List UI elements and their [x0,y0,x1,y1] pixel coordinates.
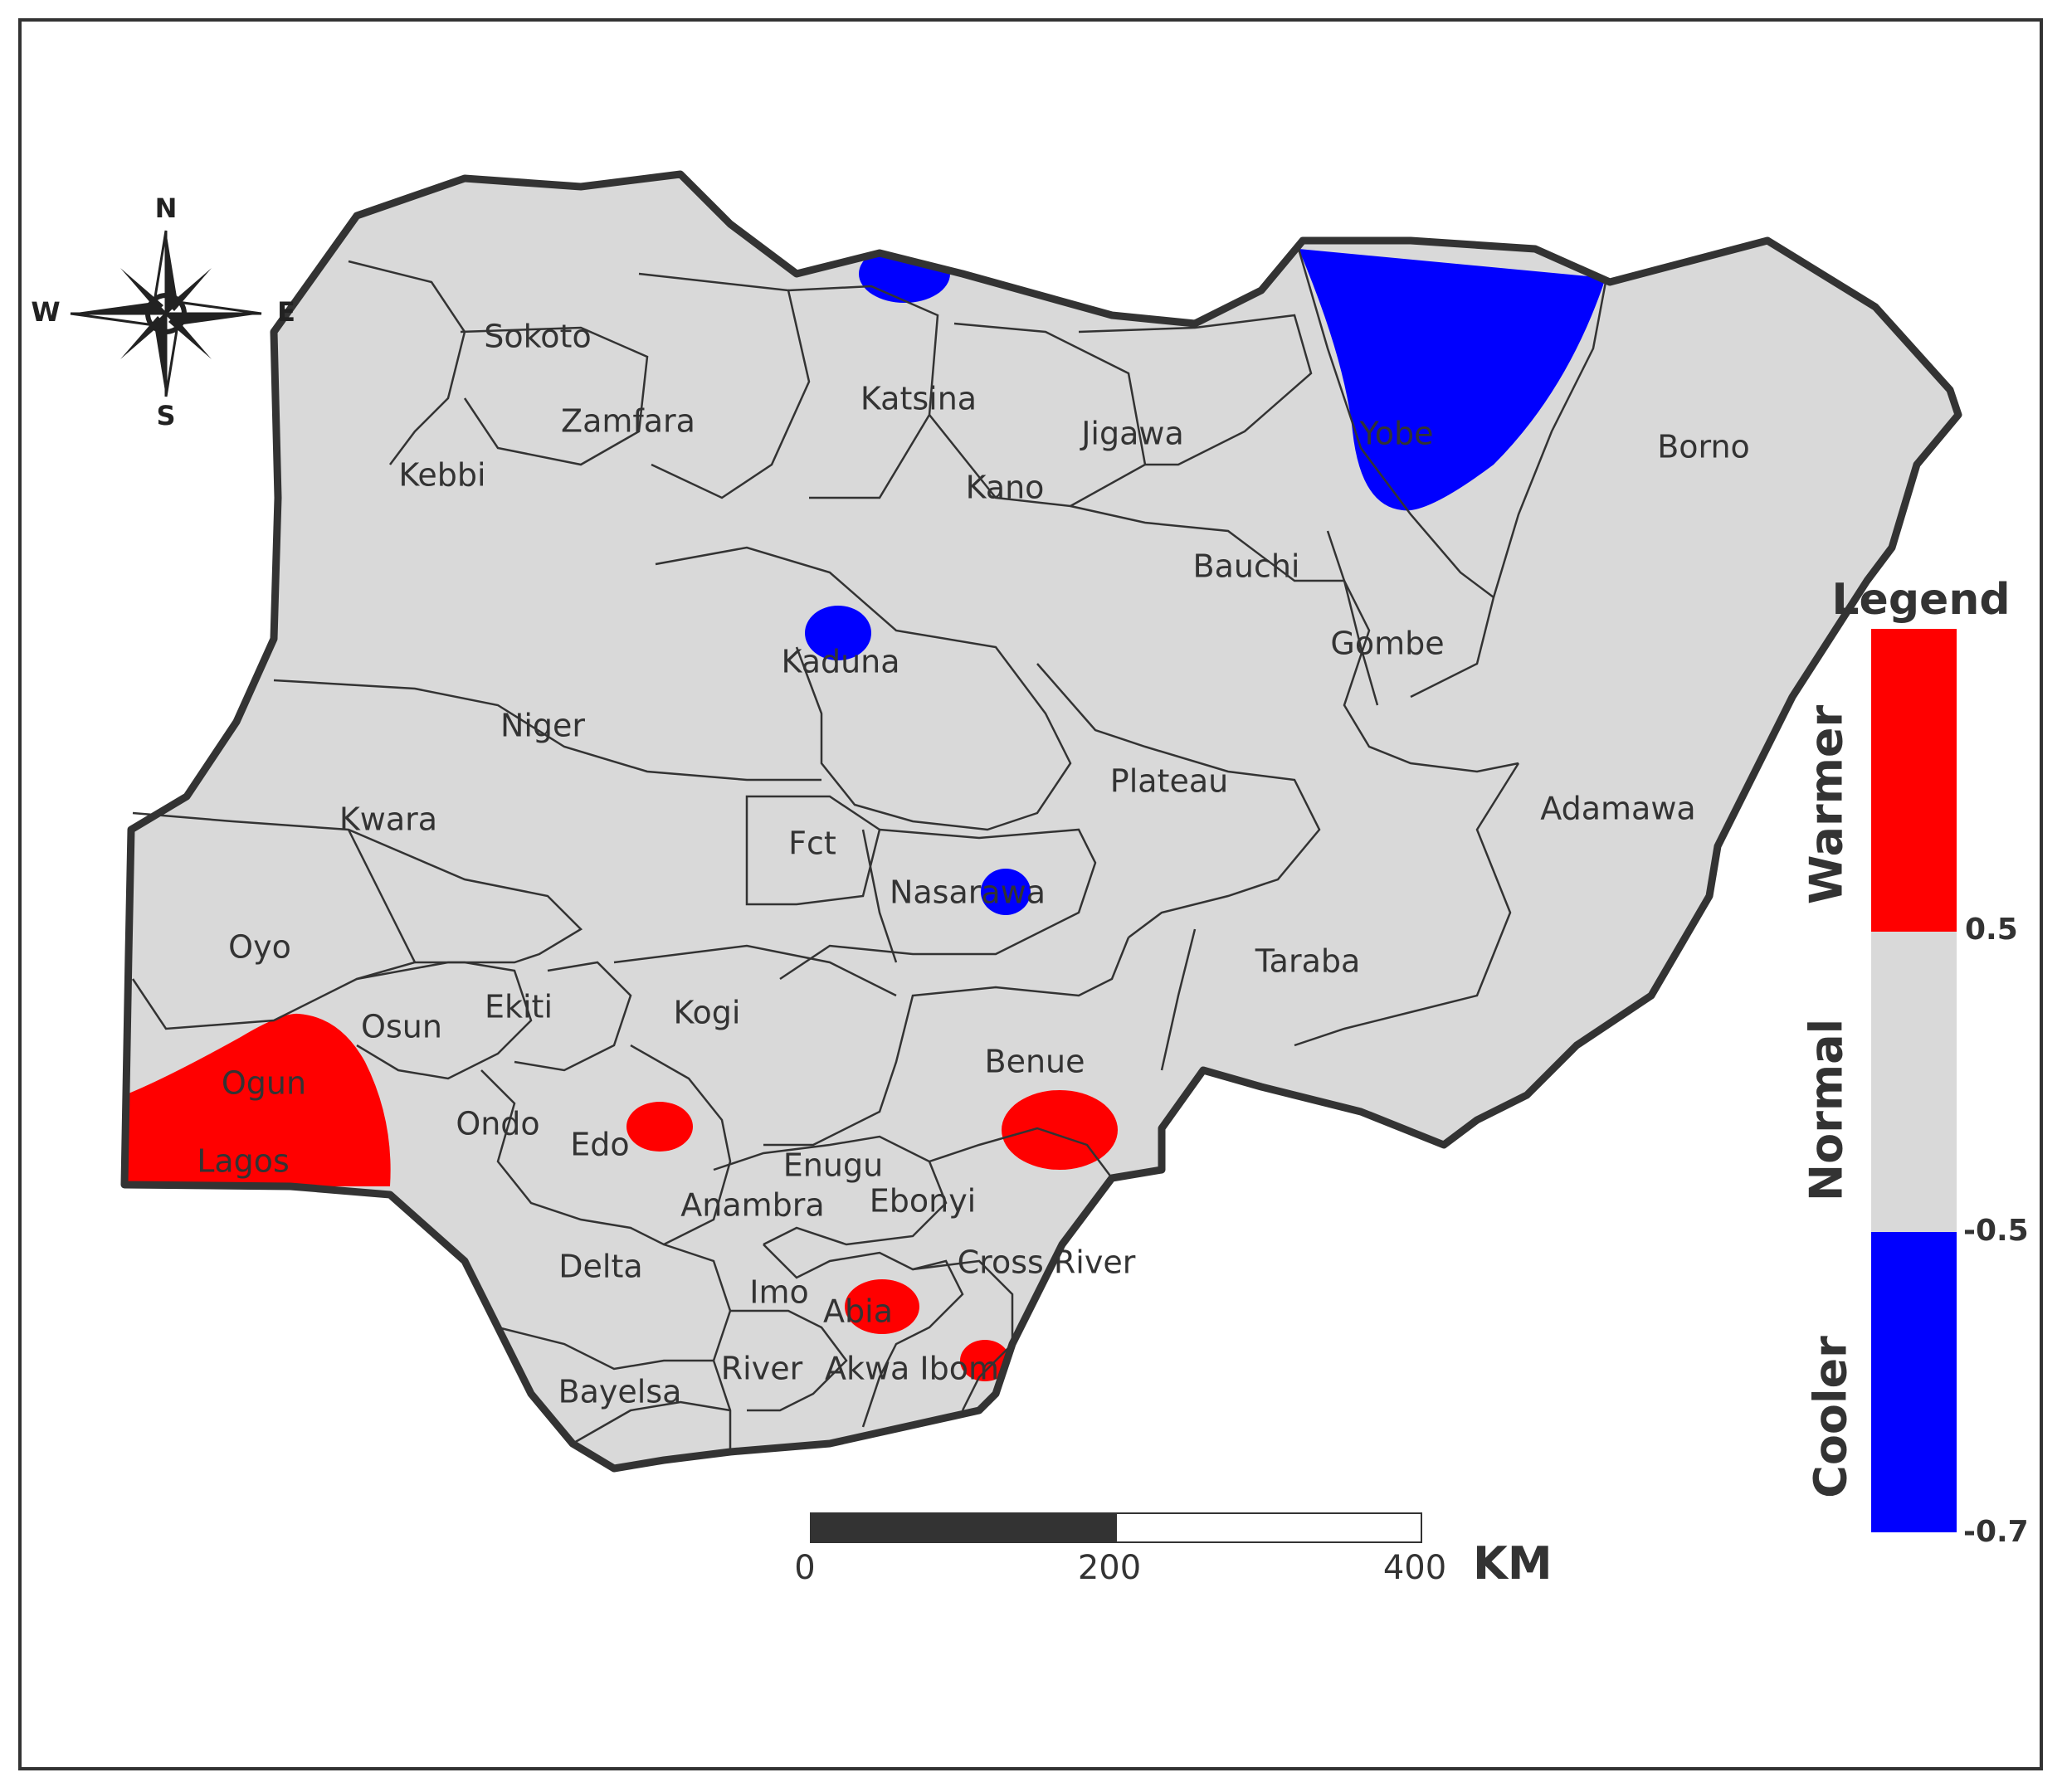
state-labels: Sokoto Zamfara Kebbi Katsina Jigawa Kano… [197,319,1750,1410]
state-label-ogun: Ogun [222,1065,306,1102]
compass-west-label: W [31,296,60,328]
nigeria-land [124,174,1958,1468]
state-label-bauchi: Bauchi [1193,548,1300,585]
state-label-adamawa: Adamawa [1540,791,1695,827]
scale-unit-label: KM [1473,1537,1553,1590]
scale-bar-segment-dark [810,1512,1117,1543]
legend-tick-0-5: 0.5 [1965,913,2018,947]
state-label-river: River [721,1351,803,1387]
state-label-zamfara: Zamfara [561,403,695,440]
state-label-plateau: Plateau [1110,763,1228,800]
warmer-zone-edo [626,1102,693,1152]
state-label-cross-river: Cross River [958,1244,1136,1281]
state-label-anambra: Anambra [680,1187,824,1224]
state-label-delta: Delta [558,1249,642,1285]
cooler-zone-kaduna [805,606,871,660]
warmer-zone-akwa-ibom [960,1340,1010,1381]
warmer-zone-ogun-lagos [124,1013,391,1186]
legend-label-cooler: Cooler [1805,1336,1857,1498]
state-label-taraba: Taraba [1255,943,1361,980]
state-label-ondo: Ondo [456,1106,539,1142]
state-boundaries [131,248,1607,1452]
country-outline [120,170,1962,1473]
legend-swatch-normal [1871,932,1957,1232]
state-label-yobe: Yobe [1359,416,1434,452]
state-label-fct: Fct [788,825,836,862]
state-label-niger: Niger [500,708,585,744]
legend: Legend Warmer Normal Cooler 0.5 -0.5 -0.… [1801,575,2029,1549]
state-label-sokoto: Sokoto [484,319,591,355]
state-label-kaduna: Kaduna [781,644,899,680]
warmer-zone-benue [1002,1090,1118,1170]
legend-tick-neg-0-5: -0.5 [1963,1214,2029,1248]
compass-north-label: N [155,192,178,224]
state-label-ekiti: Ekiti [485,989,553,1025]
state-label-katsina: Katsina [860,381,977,417]
state-label-abia: Abia [823,1293,893,1330]
state-label-kogi: Kogi [674,995,741,1031]
legend-label-normal: Normal [1801,1019,1853,1201]
legend-swatch-warmer [1871,629,1957,932]
legend-title: Legend [1831,575,2010,625]
anomaly-zones [124,245,1606,1381]
scale-bar-segment-light [1115,1512,1422,1543]
scale-bar: 0 200 400 KM [794,1512,1553,1590]
state-label-kwara: Kwara [339,801,437,838]
cooler-zone-yobe [1299,249,1606,511]
state-label-kano: Kano [966,470,1045,506]
state-label-oyo: Oyo [228,929,291,966]
legend-swatch-cooler [1871,1232,1957,1532]
state-label-borno: Borno [1657,429,1750,465]
scale-tick-200: 200 [1078,1549,1141,1587]
state-label-kebbi: Kebbi [398,457,485,494]
state-label-enugu: Enugu [783,1147,883,1184]
state-label-bayelsa: Bayelsa [558,1374,682,1410]
legend-label-warmer: Warmer [1801,705,1853,905]
state-label-akwa-ibom: Akwa Ibom [825,1351,999,1387]
state-label-nasarawa: Nasarawa [890,874,1046,911]
scale-tick-0: 0 [794,1549,815,1587]
warmer-zone-abia [845,1279,919,1334]
legend-tick-neg-0-7: -0.7 [1963,1515,2029,1549]
compass-east-label: E [277,296,295,328]
state-label-lagos: Lagos [197,1143,290,1180]
state-label-benue: Benue [985,1044,1085,1080]
scale-tick-400: 400 [1383,1549,1446,1587]
state-label-imo: Imo [749,1274,808,1311]
state-label-jigawa: Jigawa [1080,416,1184,452]
compass-rose-icon: N S E W [31,192,295,431]
cooler-zone-nasarawa [981,869,1031,915]
compass-south-label: S [156,400,175,431]
state-label-edo: Edo [570,1127,629,1163]
state-label-ebonyi: Ebonyi [870,1183,977,1220]
state-label-osun: Osun [361,1009,442,1045]
state-label-gombe: Gombe [1330,626,1444,662]
